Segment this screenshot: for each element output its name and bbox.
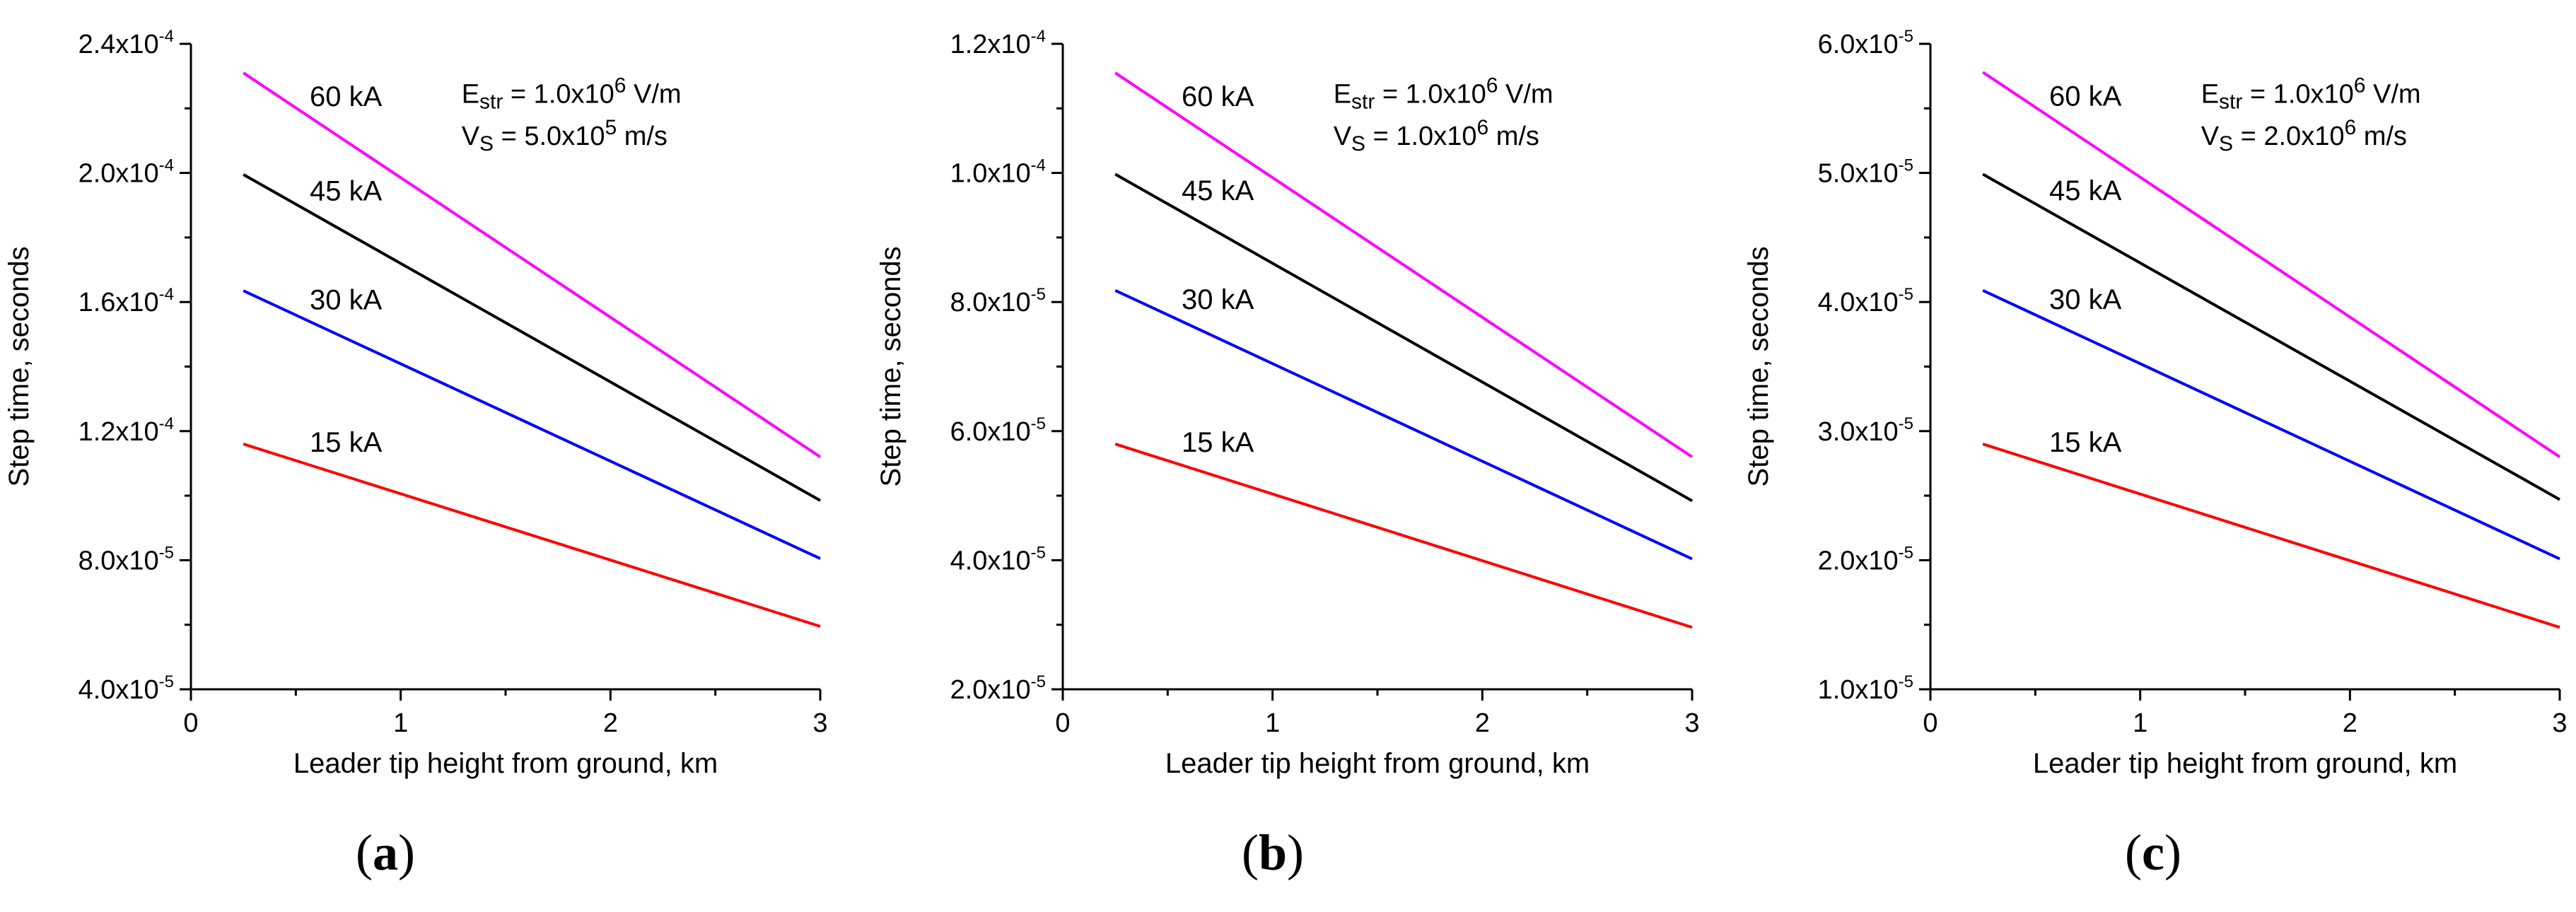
y-tick-label: 2.0x10-5 bbox=[950, 672, 1046, 705]
annotation-speed: VS = 5.0x105 m/s bbox=[462, 116, 668, 156]
y-tick-label: 4.0x10-5 bbox=[78, 672, 174, 705]
series-label: 30 kA bbox=[310, 284, 383, 315]
x-tick-label: 2 bbox=[603, 708, 618, 738]
chart-panel-b: 0 1 2 3 2.0x10-5 4.0x10-5 6.0x10-5 8.0x10-5 1.0x… bbox=[875, 27, 1700, 881]
annotation-field-strength: Estr = 1.0x106 V/m bbox=[2201, 74, 2421, 113]
y-tick-label: 8.0x10-5 bbox=[78, 543, 174, 575]
y-tick-label: 6.0x10-5 bbox=[950, 414, 1046, 447]
chart-panel-c: 0 1 2 3 1.0x10-5 2.0x10-5 3.0x10-5 4.0x10-5 5.0x… bbox=[1743, 27, 2568, 881]
x-tick-label: 2 bbox=[2343, 708, 2358, 738]
series-label: 15 kA bbox=[310, 427, 383, 458]
panel-caption: (c) bbox=[2125, 824, 2181, 881]
panel-caption: (a) bbox=[356, 824, 415, 881]
y-tick-label: 2.4x10-4 bbox=[78, 27, 174, 59]
y-tick-label: 2.0x10-5 bbox=[1818, 543, 1913, 575]
y-axis-label: Step time, seconds bbox=[4, 246, 35, 486]
series-label: 30 kA bbox=[2049, 284, 2122, 315]
series-label: 15 kA bbox=[2049, 427, 2122, 458]
y-tick-label: 6.0x10-5 bbox=[1818, 27, 1913, 59]
x-axis-label: Leader tip height from ground, km bbox=[1165, 748, 1590, 779]
y-tick-label: 1.2x10-4 bbox=[78, 414, 174, 447]
y-tick-label: 2.0x10-4 bbox=[78, 156, 174, 189]
x-tick-label: 1 bbox=[1265, 708, 1280, 738]
series-label: 60 kA bbox=[2049, 81, 2122, 112]
y-tick-label: 1.6x10-4 bbox=[78, 285, 174, 317]
series-line-15-ka bbox=[243, 443, 821, 628]
x-tick-label: 3 bbox=[812, 708, 827, 738]
x-tick-label: 3 bbox=[2552, 708, 2567, 738]
series-label: 30 kA bbox=[1182, 284, 1254, 315]
series-line-60-ka bbox=[243, 71, 822, 458]
y-axis-label: Step time, seconds bbox=[875, 246, 907, 486]
series-line-45-ka bbox=[243, 173, 821, 502]
x-tick-label: 0 bbox=[1923, 708, 1937, 738]
annotation-speed: VS = 2.0x106 m/s bbox=[2201, 116, 2407, 156]
x-axis-label: Leader tip height from ground, km bbox=[2033, 748, 2457, 779]
series-label: 60 kA bbox=[1182, 81, 1254, 112]
series-line-15-ka bbox=[1114, 443, 1693, 629]
x-tick-label: 0 bbox=[1055, 708, 1070, 738]
y-tick-label: 1.2x10-4 bbox=[950, 27, 1046, 59]
series-line-15-ka bbox=[1982, 443, 2560, 629]
y-tick-label: 4.0x10-5 bbox=[1818, 285, 1913, 317]
panel-caption: (b) bbox=[1242, 824, 1304, 881]
series-line-45-ka bbox=[1982, 173, 2560, 501]
series-line-30-ka bbox=[243, 289, 821, 560]
y-tick-label: 3.0x10-5 bbox=[1818, 414, 1913, 447]
series-line-30-ka bbox=[1982, 288, 2560, 561]
series-label: 45 kA bbox=[1182, 175, 1254, 206]
x-axis-label: Leader tip height from ground, km bbox=[293, 748, 718, 779]
y-tick-label: 4.0x10-5 bbox=[950, 543, 1046, 575]
y-tick-label: 1.0x10-5 bbox=[1818, 672, 1913, 705]
annotation-field-strength: Estr = 1.0x106 V/m bbox=[1334, 74, 1554, 113]
series-label: 45 kA bbox=[2049, 175, 2122, 206]
y-tick-label: 8.0x10-5 bbox=[950, 285, 1046, 317]
x-tick-label: 1 bbox=[393, 708, 408, 738]
series-label: 60 kA bbox=[310, 81, 383, 112]
series-line-60-ka bbox=[1114, 71, 1694, 458]
annotation-speed: VS = 1.0x106 m/s bbox=[1334, 116, 1539, 156]
series-line-45-ka bbox=[1114, 173, 1693, 503]
y-tick-label: 5.0x10-5 bbox=[1818, 156, 1913, 189]
series-line-60-ka bbox=[1982, 71, 2561, 458]
series-label: 45 kA bbox=[310, 176, 383, 207]
series-line-30-ka bbox=[1114, 288, 1693, 561]
series-label: 15 kA bbox=[1182, 427, 1254, 458]
y-axis-label: Step time, seconds bbox=[1743, 246, 1774, 486]
x-tick-label: 3 bbox=[1684, 708, 1699, 738]
annotation-field-strength: Estr = 1.0x106 V/m bbox=[462, 74, 682, 113]
x-tick-label: 1 bbox=[2133, 708, 2147, 738]
x-tick-label: 0 bbox=[183, 708, 198, 738]
chart-panel-a: 0 1 2 3 4.0x10-5 8.0x10-5 1.2x10-4 1.6x10-4 2.0x… bbox=[4, 27, 828, 881]
x-tick-label: 2 bbox=[1475, 708, 1490, 738]
y-tick-label: 1.0x10-4 bbox=[950, 156, 1046, 189]
